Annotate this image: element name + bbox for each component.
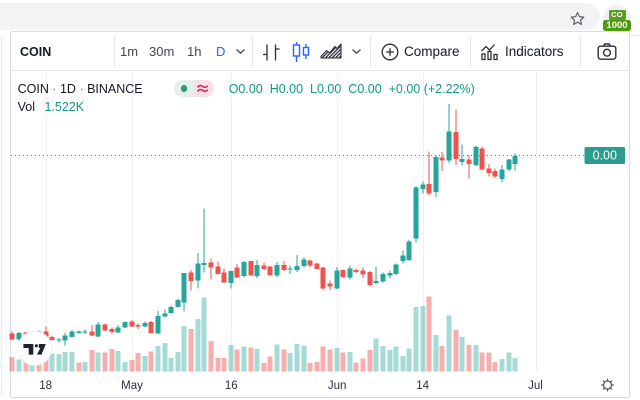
svg-text:Jul: Jul bbox=[528, 380, 543, 392]
svg-text:18: 18 bbox=[39, 380, 52, 392]
svg-text:0.00: 0.00 bbox=[593, 149, 617, 163]
svg-text:14: 14 bbox=[416, 380, 429, 392]
svg-text:May: May bbox=[121, 380, 143, 392]
svg-text:Jun: Jun bbox=[328, 380, 347, 392]
svg-text:16: 16 bbox=[225, 380, 238, 392]
